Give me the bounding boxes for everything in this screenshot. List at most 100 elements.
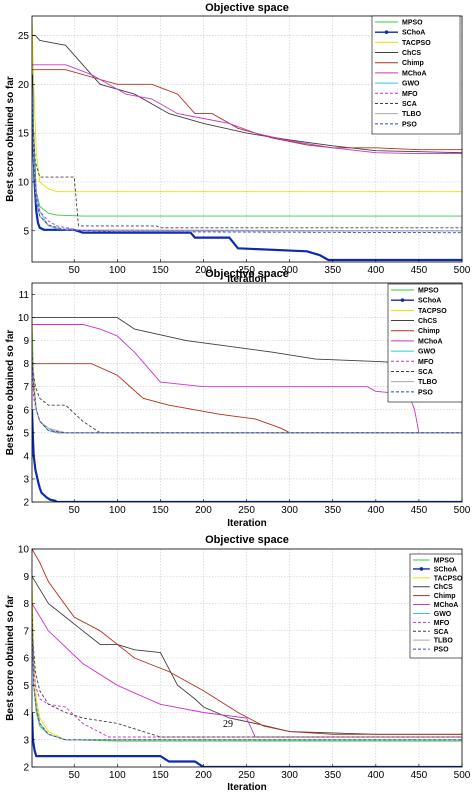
legend-entry: SCA [402, 101, 417, 108]
legend-entry: MFO [434, 620, 450, 627]
chart-title: Objective space [205, 268, 289, 280]
y-tick-label: 10 [18, 313, 30, 324]
x-tick-label: 250 [238, 505, 255, 516]
series-line-chcs [32, 35, 462, 154]
legend-entry: GWO [418, 349, 436, 356]
x-axis-label: Iteration [227, 274, 266, 285]
y-tick-label: 3 [23, 735, 29, 746]
legend-entry: TACPSO [402, 40, 431, 47]
legend-marker [419, 567, 424, 571]
legend-entry: TLBO [418, 379, 438, 386]
series-line-pso [32, 94, 462, 234]
x-tick-label: 350 [324, 265, 341, 276]
x-tick-label: 400 [367, 770, 384, 781]
y-tick-label: 3 [23, 474, 29, 485]
legend-entry: SChoA [434, 566, 457, 573]
y-tick-label: 11 [19, 290, 30, 301]
legend-entry: SChoA [402, 30, 425, 37]
legend-entry: SCA [418, 369, 433, 376]
legend-marker [384, 30, 389, 34]
chart-title: Objective space [205, 534, 289, 546]
y-tick-label: 7 [23, 382, 29, 393]
chart-title: Objective space [205, 2, 289, 14]
x-tick-label: 100 [109, 505, 126, 516]
y-axis-label: Best score obtained so far [5, 595, 16, 721]
x-tick-label: 400 [367, 265, 384, 276]
legend-marker [400, 298, 405, 302]
series-line-chimp [32, 549, 462, 735]
x-tick-label: 350 [324, 505, 341, 516]
legend-entry: TLBO [402, 111, 422, 118]
legend: MPSO SChoA TACPSO ChCS Chimp MChoA GWO MFO SCA TL… [371, 15, 461, 135]
x-tick-label: 450 [411, 265, 428, 276]
legend-entry: PSO [402, 121, 417, 128]
y-tick-label: 9 [23, 336, 29, 347]
y-tick-label: 10 [18, 177, 30, 188]
x-tick-label: 250 [238, 770, 255, 781]
series-line-mchoa [32, 64, 462, 155]
x-tick-label: 450 [411, 505, 428, 516]
series-line-chimp [32, 363, 462, 434]
x-tick-label: 150 [152, 770, 169, 781]
x-tick-label: 500 [454, 770, 471, 781]
y-tick-label: 20 [18, 80, 30, 91]
legend-entry: Chimp [402, 60, 424, 67]
x-axis-label: Iteration [227, 782, 266, 793]
y-tick-label: 25 [18, 31, 30, 42]
series-line-sca [32, 363, 462, 434]
x-tick-label: 50 [69, 505, 81, 516]
legend-entry: PSO [418, 389, 433, 396]
legend-entry: Chimp [418, 328, 440, 335]
legend-entry: MPSO [402, 20, 423, 27]
y-tick-label: 15 [18, 129, 30, 140]
legend-entry: MChoA [434, 602, 459, 609]
legend-entry: MPSO [418, 288, 439, 295]
x-tick-label: 200 [195, 265, 212, 276]
y-tick-label: 5 [23, 226, 29, 237]
legend-entry: ChCS [418, 318, 437, 325]
x-tick-label: 300 [281, 505, 298, 516]
series-line-mchoa [32, 603, 462, 738]
x-tick-label: 100 [109, 770, 126, 781]
x-tick-label: 50 [69, 265, 81, 276]
chart-annotation: 29 [223, 719, 233, 730]
x-tick-label: 350 [324, 770, 341, 781]
legend-box [387, 283, 463, 403]
x-tick-label: 200 [195, 505, 212, 516]
legend-entry: GWO [434, 611, 452, 618]
series-line-schoa [32, 712, 462, 767]
x-tick-label: 200 [195, 770, 212, 781]
x-tick-label: 400 [367, 505, 384, 516]
x-tick-label: 450 [411, 770, 428, 781]
y-tick-label: 7 [23, 626, 29, 637]
y-tick-label: 4 [23, 708, 29, 719]
chart-panel-3: 50 100 150 200 250 300 350 400 450 500 2 3 4 5 6 7 8 9 10 O… [5, 534, 471, 793]
series-line-schoa [32, 74, 462, 262]
series-line-chimp [32, 69, 462, 151]
legend-entry: Chimp [434, 593, 456, 600]
chart-panel-2: 50 100 150 200 250 300 350 400 450 500 2 3 4 5 6 7 8 9 10 1… [5, 268, 471, 529]
legend-entry: GWO [402, 81, 420, 88]
legend-entry: MChoA [418, 338, 443, 345]
y-tick-label: 5 [23, 681, 29, 692]
x-tick-label: 300 [281, 265, 298, 276]
y-tick-label: 2 [23, 763, 29, 774]
legend-box [371, 15, 461, 135]
legend: MPSO SChoA TACPSO ChCS Chimp MChoA GWO MFO SCA TL… [387, 283, 463, 403]
y-tick-label: 2 [23, 498, 29, 509]
legend-entry: ChCS [434, 584, 453, 591]
x-tick-label: 500 [454, 265, 471, 276]
y-tick-label: 8 [23, 359, 29, 370]
series-line-mfo [32, 644, 462, 738]
x-tick-label: 150 [152, 265, 169, 276]
y-axis-label: Best score obtained so far [5, 76, 16, 202]
x-tick-label: 250 [238, 265, 255, 276]
x-tick-label: 150 [152, 505, 169, 516]
legend-entry: SCA [434, 629, 449, 636]
legend-entry: MFO [418, 359, 434, 366]
series-line-schoa [32, 409, 462, 502]
series-line-sca [32, 113, 462, 229]
x-tick-label: 300 [281, 770, 298, 781]
y-tick-label: 10 [18, 545, 30, 556]
